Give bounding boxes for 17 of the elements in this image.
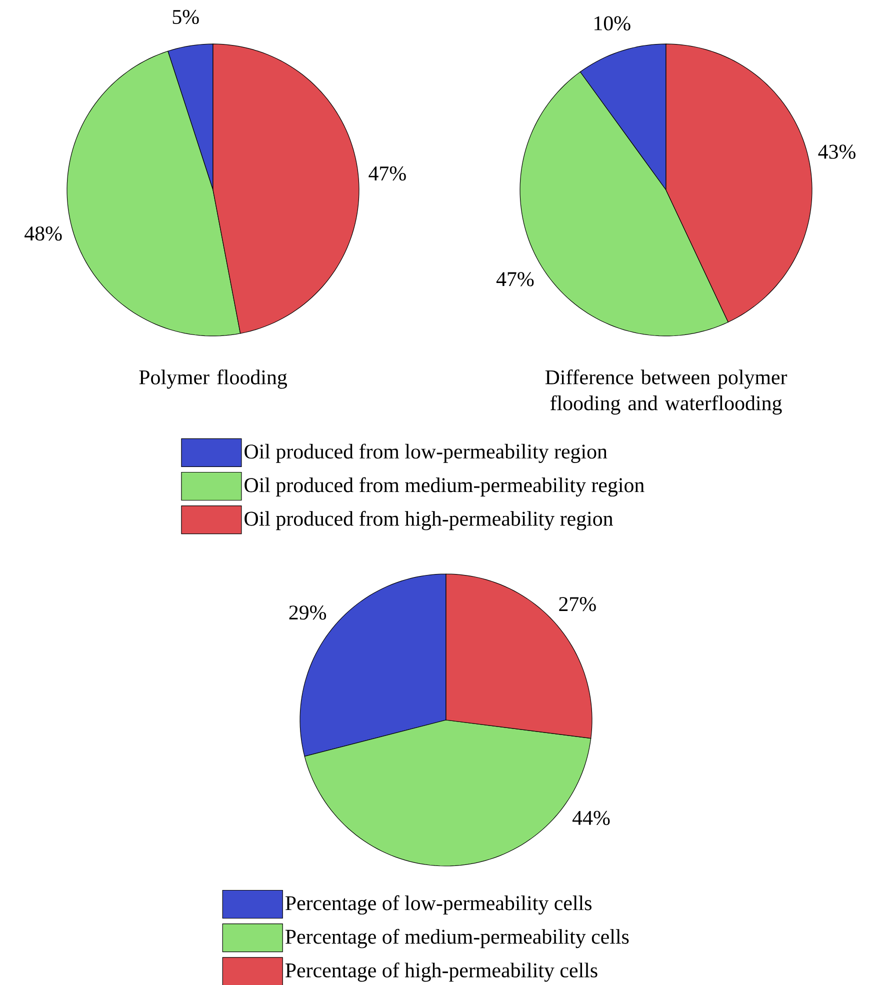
data-label: 5% <box>172 10 199 24</box>
legend-label: Percentage of medium-permeability cells <box>286 928 629 948</box>
data-label: 48% <box>24 226 62 241</box>
data-label: 10% <box>594 16 630 30</box>
legend-label: Oil produced from low-permeability region <box>244 444 608 463</box>
data-label: 47% <box>368 166 406 181</box>
text: Difference between polymer flooding and waterflooding <box>545 369 788 415</box>
legend-label: Oil produced from medium-permeability region <box>244 477 644 497</box>
legend-label: Percentage of low-permeability cells <box>286 895 592 915</box>
data-label: 29% <box>289 606 326 620</box>
data-label: 27% <box>559 597 596 612</box>
text: Polymer flooding <box>139 369 287 389</box>
legend-label: Oil produced from high-permeability region <box>244 510 613 530</box>
data-label: 43% <box>818 144 856 159</box>
data-label: 47% <box>496 272 534 286</box>
legend-label: Percentage of high-permeability cells <box>286 962 598 982</box>
data-label: 44% <box>572 810 610 826</box>
